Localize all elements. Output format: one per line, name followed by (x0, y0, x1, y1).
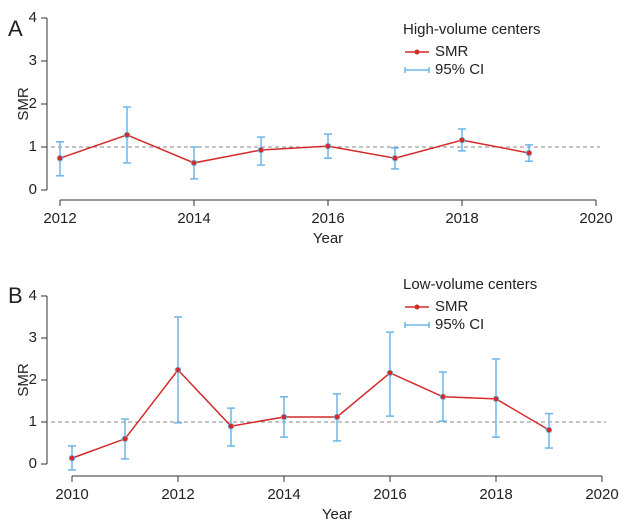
y-axis-label: SMR (15, 87, 32, 121)
point (121, 435, 129, 442)
legend-label: 95% CI (435, 316, 484, 333)
x-tick-label: 2014 (177, 210, 210, 227)
point (227, 423, 235, 430)
legend-point (414, 304, 420, 310)
x-axis-label: Year (322, 506, 352, 523)
point (545, 426, 553, 434)
y-tick-label: 4 (29, 287, 37, 304)
y-tick-label: 1 (29, 138, 37, 155)
point (333, 413, 341, 421)
point (458, 136, 466, 144)
y-axis-label: SMR (15, 363, 32, 397)
panel-label: A (8, 16, 23, 41)
point (280, 413, 288, 421)
y-tick-label: 0 (29, 455, 37, 472)
x-tick-label: 2018 (445, 210, 478, 227)
y-tick-label: 3 (29, 329, 37, 346)
point (68, 454, 76, 462)
point (492, 395, 500, 403)
x-tick-label: 2010 (55, 486, 88, 503)
point (391, 154, 399, 162)
x-tick-label: 2020 (585, 486, 618, 503)
y-tick-label: 4 (29, 9, 37, 26)
y-tick-label: 1 (29, 413, 37, 430)
x-axis-label: Year (313, 230, 343, 247)
y-tick-label: 0 (29, 181, 37, 198)
legend-title: High-volume centers (403, 21, 541, 38)
point (174, 366, 182, 374)
legend-title: Low-volume centers (403, 276, 537, 293)
series-line (71, 368, 550, 459)
y-tick-label: 3 (29, 52, 37, 69)
y-tick-label: 2 (29, 95, 37, 112)
legend-label: SMR (435, 298, 469, 315)
x-tick-label: 2020 (579, 210, 612, 227)
panel-label: B (8, 283, 23, 308)
x-tick-label: 2016 (311, 210, 344, 227)
legend-point (414, 49, 420, 55)
y-tick-label: 2 (29, 371, 37, 388)
x-tick-label: 2012 (161, 486, 194, 503)
legend-label: SMR (435, 43, 469, 60)
point (324, 142, 332, 150)
point (56, 154, 64, 162)
x-tick-label: 2016 (373, 486, 406, 503)
x-tick-label: 2014 (267, 486, 300, 503)
point (257, 146, 265, 154)
point (525, 149, 533, 157)
x-tick-label: 2018 (479, 486, 512, 503)
series-line (59, 134, 530, 164)
point (190, 159, 198, 167)
point (123, 131, 131, 139)
point (386, 369, 394, 377)
x-tick-label: 2012 (43, 210, 76, 227)
legend-label: 95% CI (435, 61, 484, 78)
point (439, 393, 447, 400)
